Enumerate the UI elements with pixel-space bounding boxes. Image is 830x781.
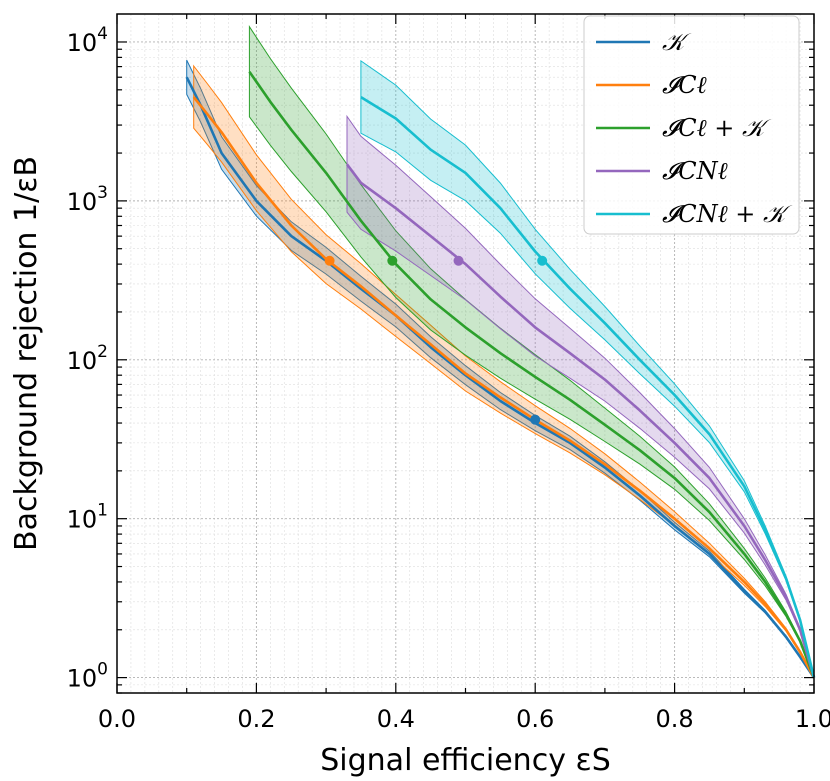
legend-label-4: 𝓘CNℓ + 𝒦 <box>662 200 793 228</box>
series-lines <box>185 70 816 679</box>
legend-label-1: 𝓘Cℓ <box>662 71 707 99</box>
legend-label-2: 𝓘Cℓ + 𝒦 <box>662 114 772 142</box>
series-marker-4 <box>537 255 548 266</box>
series-line-4 <box>360 95 816 678</box>
y-tick-label: 100 <box>67 660 108 693</box>
x-tick-label: 0.4 <box>377 705 415 733</box>
y-tick-labels: 100 101 102 103 104 <box>67 24 108 693</box>
axis-ticks <box>116 14 815 694</box>
series-line-2 <box>248 70 816 679</box>
y-axis-label: Background rejection 1/εB <box>9 156 44 551</box>
x-axis-label: Signal efficiency εS <box>320 743 611 778</box>
series-marker-1 <box>324 255 335 266</box>
legend-label-3: 𝓘CNℓ <box>662 157 728 185</box>
series-marker-2 <box>387 255 398 266</box>
x-tick-label: 0.2 <box>237 705 275 733</box>
y-tick-label: 104 <box>67 24 108 57</box>
series-line-1 <box>192 96 816 679</box>
series-markers <box>324 255 548 425</box>
x-tick-label: 0.6 <box>516 705 554 733</box>
x-tick-label: 1.0 <box>795 705 830 733</box>
series-line-0 <box>185 76 816 679</box>
series-marker-0 <box>530 414 541 425</box>
legend-box <box>583 15 800 235</box>
x-tick-label: 0.0 <box>98 705 136 733</box>
series-marker-3 <box>453 255 464 266</box>
y-tick-label: 101 <box>67 501 108 534</box>
y-tick-label: 103 <box>67 183 108 216</box>
y-tick-label: 102 <box>67 342 108 375</box>
x-tick-labels: 0.0 0.2 0.4 0.6 0.8 1.0 <box>98 705 830 733</box>
x-tick-label: 0.8 <box>656 705 694 733</box>
series-line-3 <box>345 163 816 678</box>
